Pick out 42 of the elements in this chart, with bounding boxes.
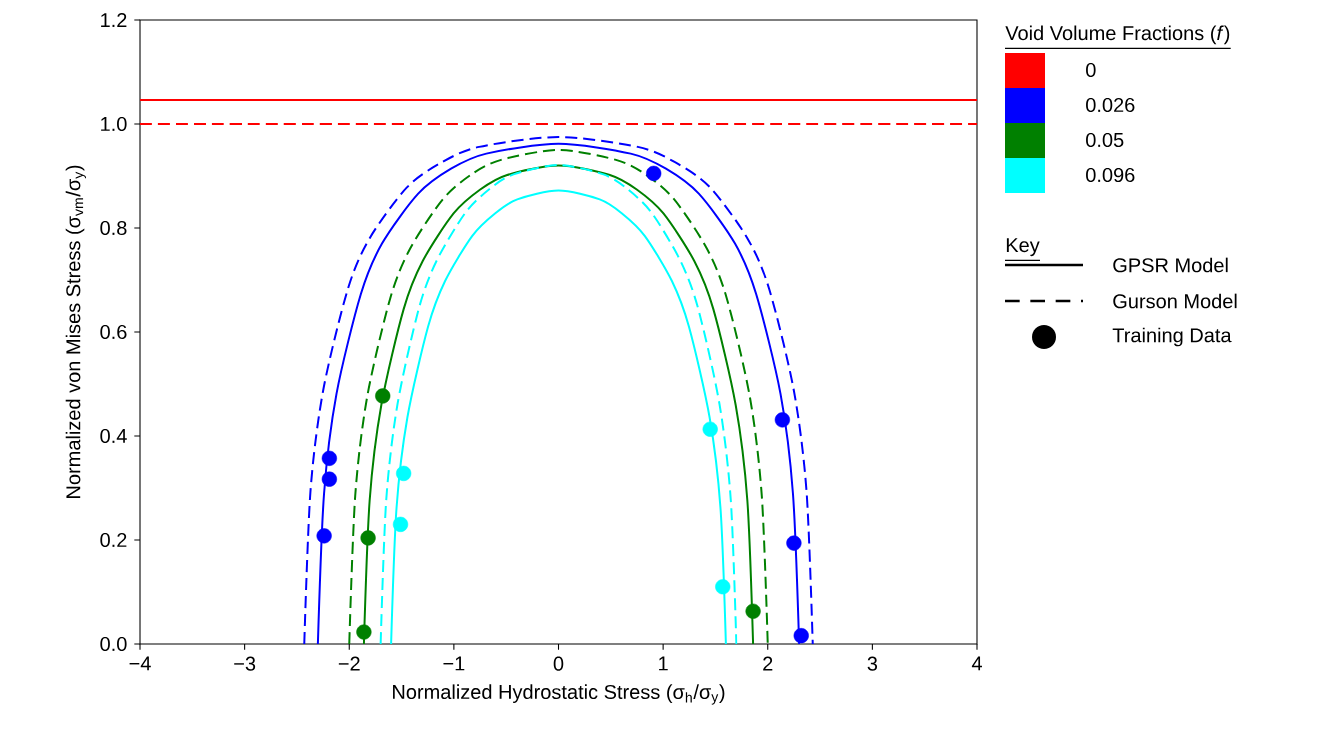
text: GPSR Model <box>1113 257 1228 273</box>
point <box>793 628 809 644</box>
y-tick-label: 0.2 <box>100 532 127 548</box>
point <box>375 388 391 404</box>
text: Gurson Model <box>1113 293 1237 309</box>
point <box>396 465 412 482</box>
x-tick-label: 0 <box>553 656 564 671</box>
point <box>786 535 802 551</box>
x-axis-title: Normalized Hydrostatic Stress (σ$_{h}$/σ$_{y}$) <box>393 684 725 705</box>
legend-label: 0.096 <box>1086 167 1135 183</box>
legend-label: 0.026 <box>1086 97 1135 113</box>
legend-label: 0 <box>1086 62 1096 78</box>
y-tick-label: 1.0 <box>101 116 127 132</box>
legend-title: Void Volume Fractions (f) <box>1005 25 1230 45</box>
y-tick-label: 1.2 <box>101 13 127 27</box>
point <box>715 579 731 595</box>
y-tick-label: 0.6 <box>100 324 127 340</box>
x-tick-label: 2 <box>763 656 773 671</box>
legend-label: 0.05 <box>1086 132 1124 148</box>
point <box>360 530 376 546</box>
point <box>356 624 372 640</box>
text: Training Data <box>1112 327 1232 347</box>
x-tick-label: −3 <box>234 656 256 671</box>
y-axis-title: Normalized von Mises Stress (σ$_{vm}$/σ$_{y}$) <box>65 165 86 498</box>
point <box>702 421 718 437</box>
y-tick-label: 0.8 <box>100 220 127 236</box>
y-tick-label: 0.4 <box>100 428 127 444</box>
x-tick-label: 1 <box>659 656 668 671</box>
x-tick-label: 3 <box>867 656 878 671</box>
y-tick-label: 0.0 <box>100 636 127 652</box>
point <box>646 165 662 181</box>
point <box>321 471 337 487</box>
point <box>316 528 332 544</box>
point <box>745 603 761 619</box>
x-tick-label: −1 <box>443 656 465 671</box>
point <box>392 516 409 532</box>
x-tick-label: 4 <box>971 656 982 671</box>
x-tick-label: −4 <box>129 656 151 671</box>
point <box>774 412 790 428</box>
x-tick-label: −2 <box>338 656 360 671</box>
point <box>321 450 337 466</box>
text: Key <box>1006 238 1040 257</box>
